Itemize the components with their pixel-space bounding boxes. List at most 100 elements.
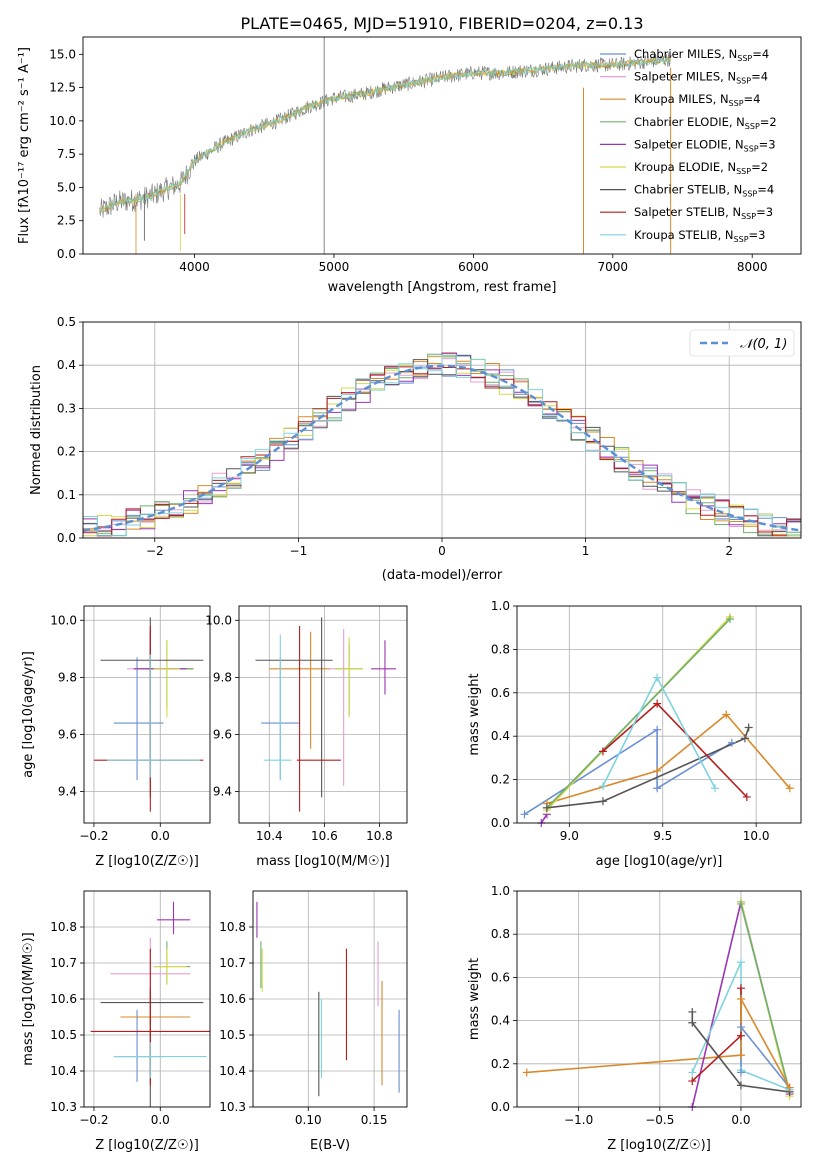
y-tick-label: 10.0 — [49, 114, 76, 128]
x-tick-label: 9.5 — [653, 829, 672, 843]
weight-kroupa_stelib-marker — [688, 1068, 697, 1077]
y-tick-label: 10.6 — [219, 992, 246, 1006]
axes-frame — [516, 605, 802, 824]
plot-layer: 4000 5000 6000 7000 80000.02.55.07.510.012.5… — [17, 36, 802, 1153]
weight-chabrier_miles-line — [740, 1024, 791, 1089]
chart-age_mass: 10.4 10.6 10.8 9.4 9.6 9.8 10.0 mass [log10(M/M… — [205, 605, 408, 869]
plot-area — [517, 606, 801, 823]
legend-label-gauss: 𝒩(0, 1) — [740, 337, 787, 352]
x-tick-label: 0.0 — [151, 1113, 170, 1127]
y-tick-label: 10.8 — [219, 920, 246, 934]
legend-label-chabrier_stelib: Chabrier STELIB, NSSP=4 — [634, 183, 774, 199]
weight-kroupa_stelib-marker — [711, 784, 720, 793]
chart-age_Z: −0.2 0.0 9.4 9.6 9.8 10.0 Z [log10(Z/Z☉)] age [… — [21, 605, 211, 869]
weight-salpeter_stelib-marker — [688, 1077, 697, 1086]
x-tick-label: −1.0 — [564, 1113, 593, 1127]
chart-mass_ebv: 0.10 0.15 10.3 10.4 10.5 10.6 10.7 10.8 E(B-V) — [219, 890, 408, 1153]
weight-chabrier_stelib-marker — [736, 1081, 745, 1090]
legend-label-chabrier_elodie: Chabrier ELODIE, NSSP=2 — [634, 115, 777, 131]
weight-chabrier_stelib-marker — [688, 1018, 697, 1027]
figure-title: PLATE=0465, MJD=51910, FIBERID=0204, z=0… — [240, 14, 643, 33]
x-tick-label: 5000 — [319, 260, 350, 274]
weight-kroupa_miles-marker — [722, 710, 731, 719]
x-tick-label: 7000 — [598, 260, 629, 274]
model-chabrier_elodie-line — [99, 57, 671, 213]
legend-label-salpeter_elodie: Salpeter ELODIE, NSSP=3 — [634, 137, 776, 153]
x-tick-label: 2 — [725, 544, 733, 558]
plot-area — [83, 322, 801, 538]
legend-label-kroupa_stelib: Kroupa STELIB, NSSP=3 — [634, 228, 765, 244]
weight-chabrier_stelib-marker — [542, 803, 551, 812]
y-tick-label: 0.1 — [57, 488, 76, 502]
y-tick-label: 9.4 — [58, 785, 77, 799]
y-tick-label: 0.8 — [491, 927, 510, 941]
histogram-salpeter_elodie-line — [83, 352, 801, 530]
y-tick-label: 9.8 — [213, 670, 232, 684]
weight-chabrier_miles-marker — [520, 810, 529, 819]
y-tick-label: 0.0 — [57, 531, 76, 545]
x-axis-label: age [log10(age/yr)] — [596, 854, 723, 869]
weight-kroupa_miles-marker — [522, 1068, 531, 1077]
y-tick-label: 12.5 — [49, 81, 76, 95]
weight-chabrier_elodie-marker — [736, 899, 745, 908]
weight-chabrier_stelib-line — [691, 1012, 790, 1093]
y-tick-label: 15.0 — [49, 47, 76, 61]
y-tick-label: 9.6 — [213, 727, 232, 741]
y-tick-label: 0.6 — [491, 686, 510, 700]
plot-area — [517, 891, 801, 1107]
chart-residuals: −2 −1 0 1 2 0.0 0.1 0.2 0.3 0.4 0.5 (data-model)/er… — [29, 315, 802, 583]
y-tick-label: 0.2 — [491, 773, 510, 787]
weight-kroupa_stelib-marker — [736, 958, 745, 967]
x-axis-label: mass [log10(M/M☉)] — [256, 854, 389, 869]
chart-spectrum: 4000 5000 6000 7000 8000 0.0 2.5 5.0 7.5 10.0 12.5… — [17, 36, 802, 295]
y-axis-label: Flux [fλ10⁻¹⁷ erg cm⁻² s⁻¹ A⁻¹] — [17, 47, 32, 244]
weight-salpeter_stelib-marker — [736, 984, 745, 993]
weight-chabrier_elodie-marker — [726, 615, 734, 624]
histogram-kroupa_stelib-line — [83, 355, 801, 536]
weight-kroupa_miles-marker — [736, 995, 745, 1003]
y-tick-label: 0.4 — [491, 729, 510, 743]
chart-weight_age: 9.0 9.5 10.0 0.0 0.2 0.4 0.6 0.8 1.0 age [log10(a… — [467, 599, 802, 869]
x-tick-label: −0.2 — [79, 829, 108, 843]
weight-salpeter_elodie-line — [540, 813, 548, 823]
y-axis-label: mass [log10(M/M☉)] — [21, 932, 36, 1065]
axes-frame — [83, 890, 211, 1108]
x-tick-label: −0.2 — [79, 1113, 108, 1127]
axes-frame — [516, 890, 802, 1108]
weight-salpeter_stelib-marker — [736, 1031, 745, 1040]
weight-chabrier_stelib-marker — [740, 734, 749, 743]
x-tick-label: 4000 — [179, 260, 210, 274]
weight-kroupa_miles-line — [546, 713, 791, 805]
weight-chabrier_miles-marker — [653, 725, 662, 734]
axes-frame — [83, 605, 211, 824]
weight-kroupa_stelib-marker — [598, 782, 607, 791]
legend-box — [689, 329, 795, 357]
y-tick-label: 0.3 — [57, 401, 76, 415]
legend-label-chabrier_miles: Chabrier MILES, NSSP=4 — [634, 47, 769, 63]
y-tick-label: 10.0 — [50, 613, 77, 627]
observed-spectrum-line — [99, 53, 672, 218]
legend-label-kroupa_elodie: Kroupa ELODIE, NSSP=2 — [634, 160, 768, 176]
x-tick-label: 10.4 — [256, 829, 283, 843]
y-axis-label: mass weight — [467, 673, 482, 755]
y-tick-label: 0.0 — [491, 1100, 510, 1114]
y-axis-label: mass weight — [467, 958, 482, 1040]
x-tick-label: 0.0 — [151, 829, 170, 843]
plot-area — [84, 606, 210, 823]
y-tick-label: 0.2 — [491, 1057, 510, 1071]
model-kroupa_miles-line — [99, 55, 671, 214]
legend-label-kroupa_miles: Kroupa MILES, NSSP=4 — [634, 92, 760, 108]
plot-area — [253, 891, 407, 1107]
x-tick-label: 0 — [438, 544, 446, 558]
y-tick-label: 9.6 — [58, 727, 77, 741]
y-tick-label: 10.5 — [219, 1028, 246, 1042]
weight-chabrier_miles-marker — [653, 784, 662, 793]
y-axis-label: age [log10(age/yr)] — [21, 651, 36, 778]
legend: 𝒩(0, 1) — [689, 329, 795, 357]
weight-salpeter_stelib-marker — [653, 699, 662, 708]
weight-kroupa_miles-marker — [653, 766, 662, 775]
y-tick-label: 0.5 — [57, 315, 76, 329]
weight-salpeter_stelib-marker — [598, 747, 607, 756]
weight-chabrier_elodie-line — [740, 903, 791, 1093]
y-tick-label: 1.0 — [491, 599, 510, 613]
